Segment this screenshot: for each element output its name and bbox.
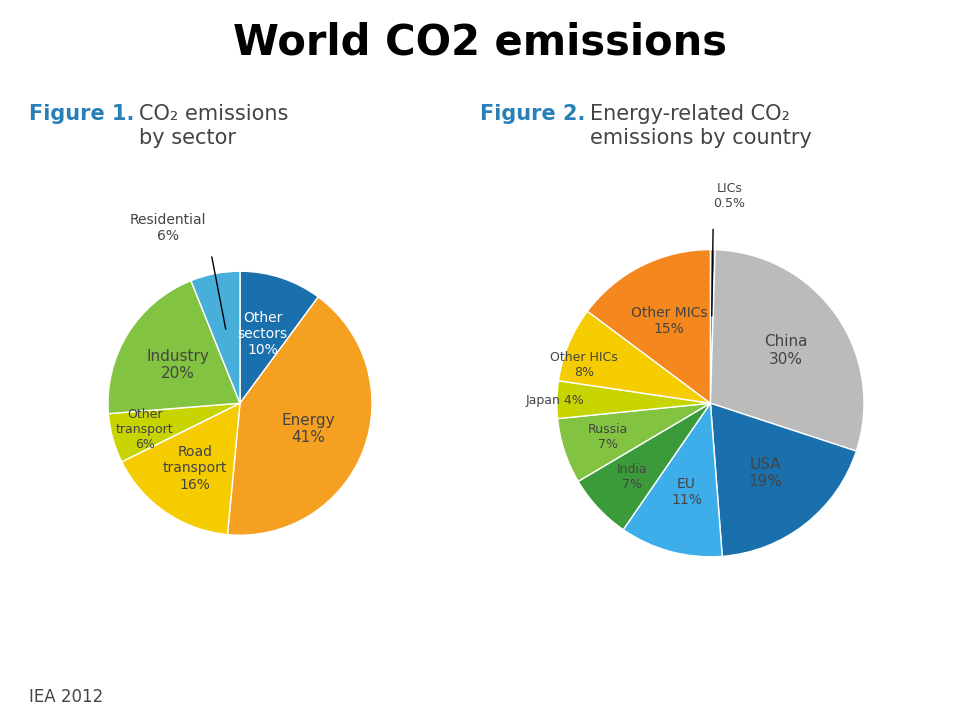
Text: Other MICs
15%: Other MICs 15% <box>631 306 708 336</box>
Text: Figure 1.: Figure 1. <box>29 104 134 125</box>
Text: Other
transport
6%: Other transport 6% <box>116 408 174 451</box>
Text: World CO2 emissions: World CO2 emissions <box>233 22 727 63</box>
Text: Other
sectors
10%: Other sectors 10% <box>237 311 288 357</box>
Text: Industry
20%: Industry 20% <box>147 348 209 381</box>
Text: Residential
6%: Residential 6% <box>130 213 206 243</box>
Wedge shape <box>108 403 240 462</box>
Wedge shape <box>710 250 715 403</box>
Text: Russia
7%: Russia 7% <box>588 423 629 451</box>
Text: LICs
0.5%: LICs 0.5% <box>713 182 746 210</box>
Wedge shape <box>558 403 710 482</box>
Text: EU
11%: EU 11% <box>671 477 702 508</box>
Text: Energy
41%: Energy 41% <box>281 413 335 445</box>
Wedge shape <box>240 271 319 403</box>
Wedge shape <box>578 403 710 530</box>
Text: USA
19%: USA 19% <box>749 457 782 490</box>
Wedge shape <box>559 311 710 403</box>
Wedge shape <box>557 381 710 418</box>
Text: Energy-related CO₂
emissions by country: Energy-related CO₂ emissions by country <box>590 104 812 148</box>
Wedge shape <box>108 281 240 414</box>
Text: IEA 2012: IEA 2012 <box>29 688 103 706</box>
Wedge shape <box>710 403 856 557</box>
Wedge shape <box>191 271 240 403</box>
Text: CO₂ emissions
by sector: CO₂ emissions by sector <box>139 104 289 148</box>
Wedge shape <box>710 250 864 451</box>
Text: China
30%: China 30% <box>764 334 807 366</box>
Wedge shape <box>623 403 722 557</box>
Text: India
7%: India 7% <box>616 462 647 490</box>
Text: Other HICs
8%: Other HICs 8% <box>550 351 618 379</box>
Text: Figure 2.: Figure 2. <box>480 104 586 125</box>
Wedge shape <box>228 297 372 535</box>
Wedge shape <box>588 250 710 403</box>
Text: Road
transport
16%: Road transport 16% <box>163 445 228 492</box>
Wedge shape <box>122 403 240 535</box>
Text: Japan 4%: Japan 4% <box>526 394 585 407</box>
